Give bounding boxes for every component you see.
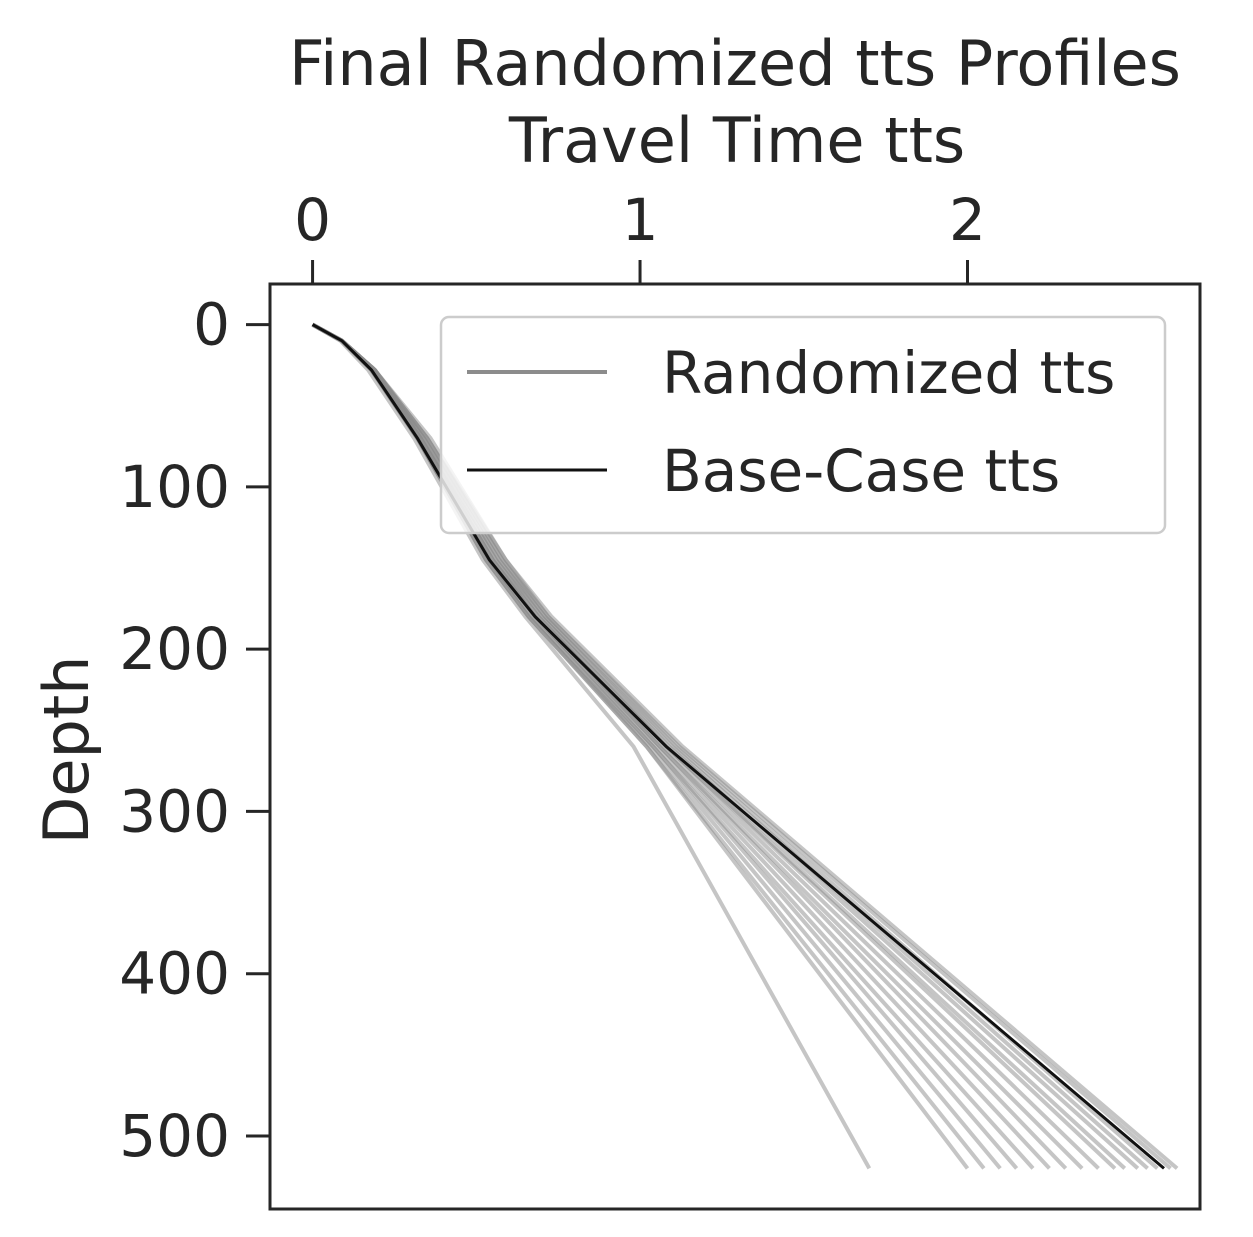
legend-box xyxy=(439,315,1167,535)
legend-label-base-case: Base-Case tts xyxy=(662,437,1060,505)
y-ticks: 0 100 200 300 400 500 xyxy=(119,291,270,1170)
y-tick-label: 500 xyxy=(119,1102,230,1170)
y-tick-label: 300 xyxy=(119,777,230,845)
x-tick-label: 1 xyxy=(622,186,659,254)
plot-frame xyxy=(268,282,1202,1211)
y-axis-label: Depth xyxy=(30,656,103,845)
y-tick-label: 0 xyxy=(193,291,230,359)
x-ticks: 0 1 2 xyxy=(294,186,986,284)
x-tick-label: 2 xyxy=(949,186,986,254)
y-tick-label: 200 xyxy=(119,615,230,683)
x-axis-label: Travel Time tts xyxy=(508,104,965,177)
x-tick-label: 0 xyxy=(294,186,331,254)
legend: Randomized tts Base-Case tts xyxy=(439,315,1167,535)
chart-title: Final Randomized tts Profiles xyxy=(289,27,1181,100)
legend-label-randomized: Randomized tts xyxy=(662,339,1115,407)
y-tick-label: 400 xyxy=(119,940,230,1008)
y-tick-label: 100 xyxy=(119,453,230,521)
